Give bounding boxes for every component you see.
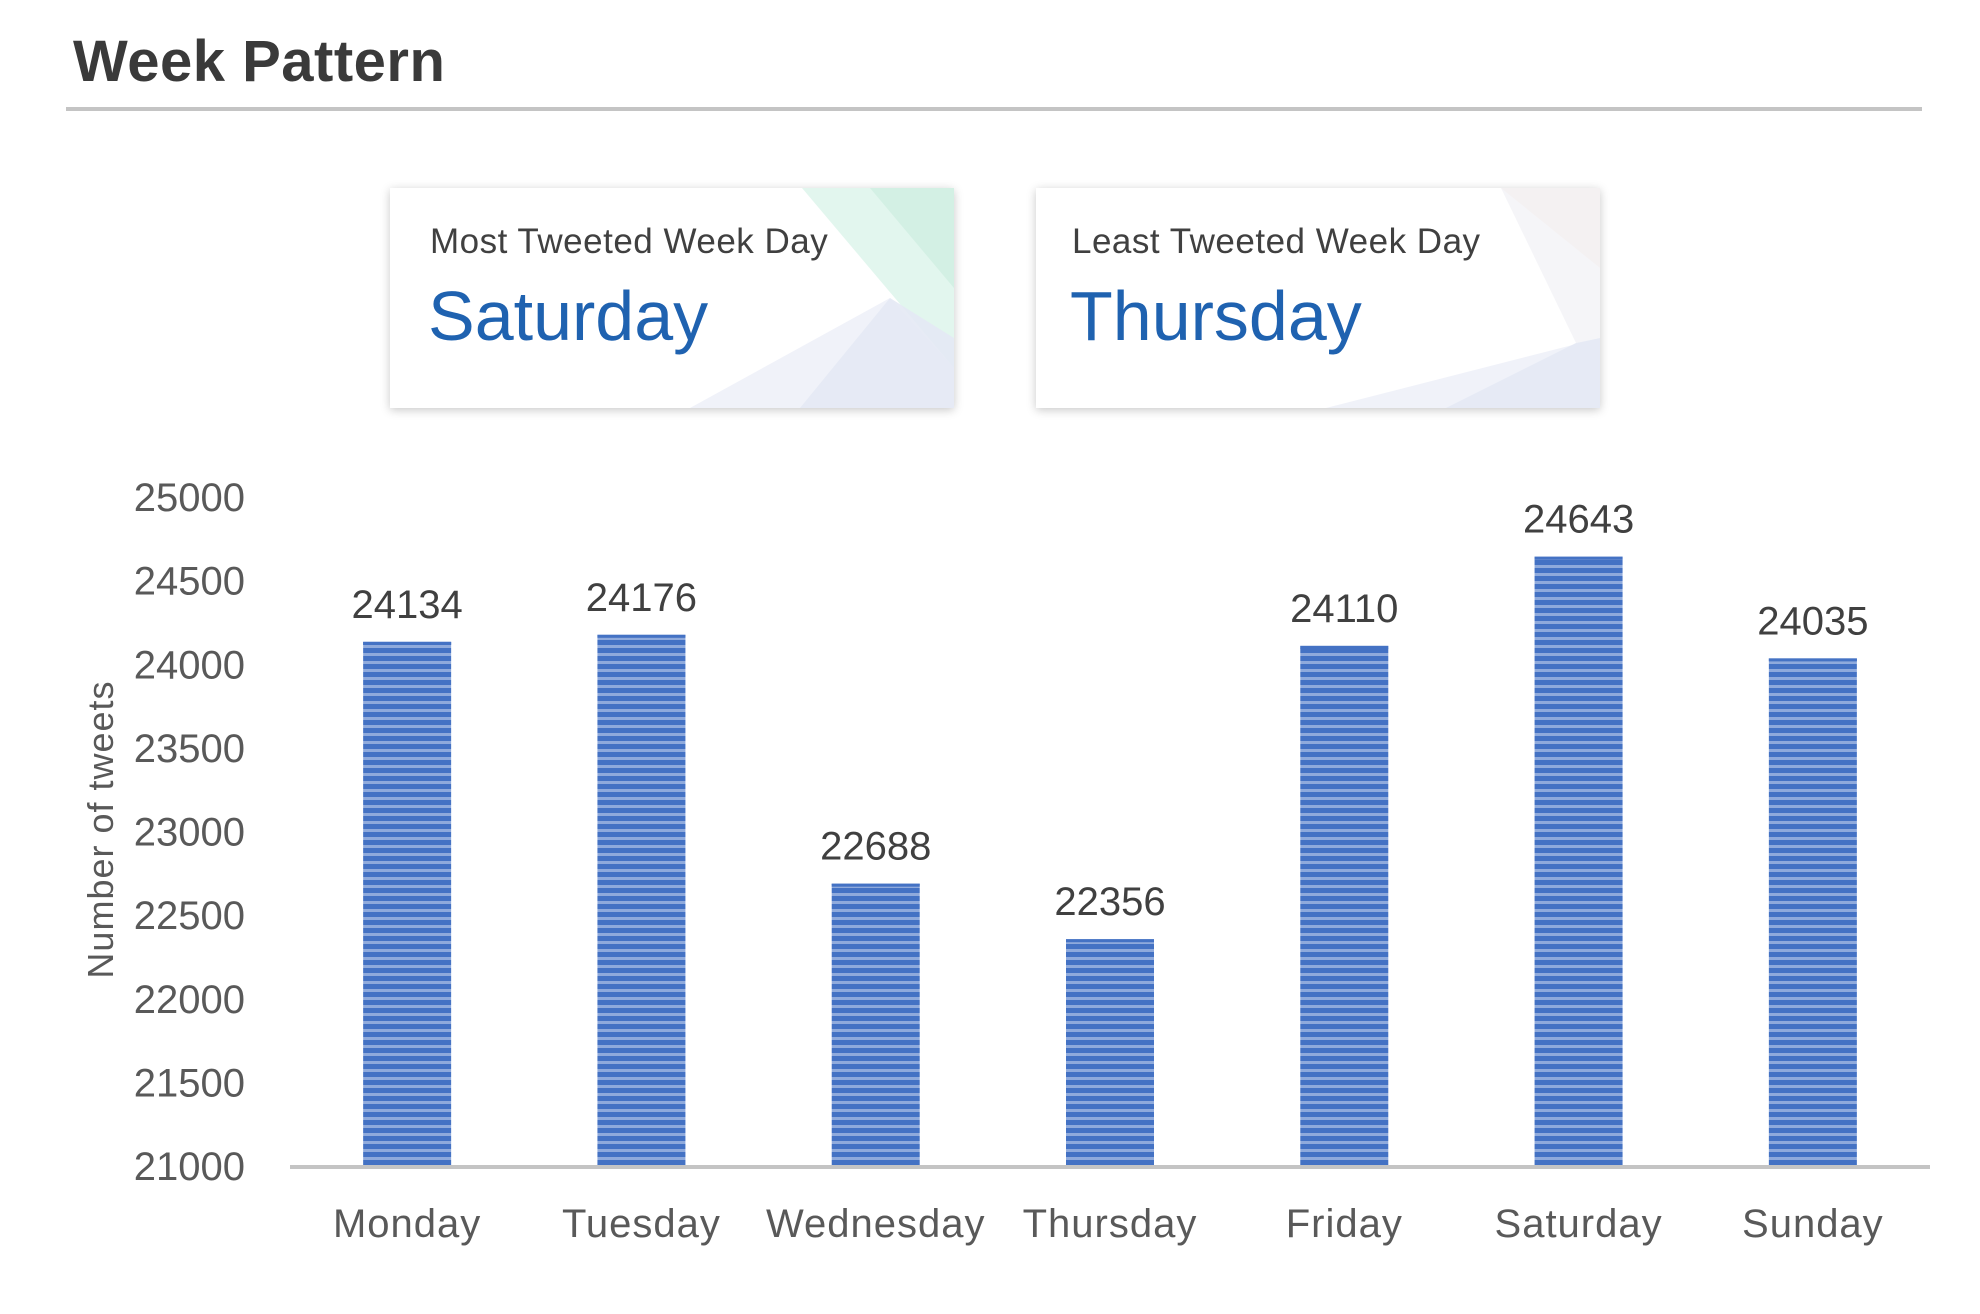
- bar-top-edge: [1066, 939, 1154, 943]
- x-tick-label: Monday: [333, 1202, 481, 1246]
- x-axis-categories: Monday Tuesday Wednesday Thursday Friday Satu…: [333, 1202, 1884, 1246]
- title-divider: [66, 107, 1922, 111]
- data-label: 24035: [1757, 599, 1868, 643]
- kpi-label: Most Tweeted Week Day: [430, 222, 829, 261]
- data-label: 24176: [586, 576, 697, 620]
- kpi-card-least-tweeted: Least Tweeted Week Day Thursday: [1036, 188, 1600, 408]
- y-tick-label: 24000: [134, 643, 245, 687]
- data-label: 22688: [820, 825, 931, 869]
- data-label: 24110: [1290, 587, 1398, 631]
- kpi-value: Thursday: [1070, 277, 1362, 355]
- bar-top-edge: [831, 883, 920, 887]
- bar-thursday: [1066, 939, 1154, 1166]
- bar-tuesday: [597, 634, 686, 1166]
- y-axis-ticks: 25000 24500 24000 23500 23000 22500 22000 21500…: [134, 476, 245, 1189]
- bar-top-edge: [597, 634, 686, 638]
- y-tick-label: 21500: [134, 1061, 245, 1105]
- bar-top-edge: [1768, 658, 1857, 662]
- x-tick-label: Sunday: [1742, 1202, 1884, 1246]
- x-tick-label: Friday: [1286, 1202, 1403, 1246]
- bars: [363, 556, 1857, 1166]
- bar-monday: [363, 641, 452, 1166]
- bar-sunday: [1768, 658, 1857, 1166]
- x-tick-label: Saturday: [1495, 1202, 1663, 1246]
- x-tick-label: Tuesday: [562, 1202, 721, 1246]
- y-tick-label: 21000: [134, 1145, 245, 1189]
- card-decoration: [1326, 188, 1600, 408]
- kpi-label: Least Tweeted Week Day: [1072, 222, 1481, 261]
- bar-saturday: [1534, 556, 1623, 1166]
- y-tick-label: 23500: [134, 727, 245, 771]
- data-label: 24643: [1523, 498, 1634, 542]
- bar-top-edge: [1534, 556, 1623, 560]
- kpi-card-most-tweeted: Most Tweeted Week Day Saturday: [390, 188, 954, 408]
- x-tick-label: Thursday: [1023, 1202, 1198, 1246]
- page-title: Week Pattern: [73, 29, 446, 94]
- bar-top-edge: [363, 641, 452, 645]
- bar-wednesday: [831, 883, 920, 1166]
- card-decoration: [690, 188, 954, 408]
- y-tick-label: 22500: [134, 894, 245, 938]
- bar-friday: [1300, 645, 1389, 1166]
- y-axis-label: Number of tweets: [80, 680, 121, 978]
- y-tick-label: 24500: [134, 560, 245, 604]
- data-label: 24134: [352, 583, 463, 627]
- bar-top-edge: [1300, 645, 1389, 649]
- kpi-value: Saturday: [428, 277, 709, 355]
- y-tick-label: 25000: [134, 476, 245, 520]
- x-tick-label: Wednesday: [766, 1202, 986, 1246]
- data-label: 22356: [1054, 880, 1165, 924]
- data-labels: 24134 24176 22688 22356 24110 24643 24035: [352, 498, 1869, 925]
- y-tick-label: 22000: [134, 978, 245, 1022]
- y-tick-label: 23000: [134, 811, 245, 855]
